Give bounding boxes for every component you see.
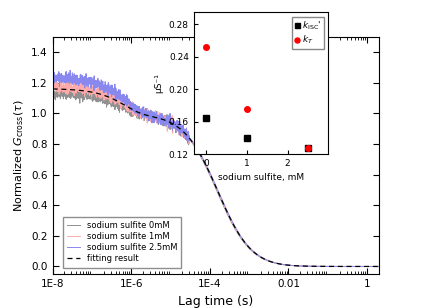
Line: $k_T$: $k_T$ — [203, 44, 311, 150]
sodium sulfite 2.5mM — [68, 68, 73, 72]
fitting result — [175, 125, 180, 129]
sodium sulfite 1mM — [335, 265, 340, 268]
sodium sulfite 2.5mM — [370, 265, 375, 268]
$k_{\rm ISC}$' — [203, 116, 208, 120]
fitting result — [87, 90, 92, 94]
fitting result — [376, 265, 381, 268]
$k_{\rm ISC}$' — [244, 136, 249, 140]
sodium sulfite 2.5mM — [376, 265, 381, 268]
X-axis label: Lag time (s): Lag time (s) — [178, 294, 253, 307]
sodium sulfite 2.5mM — [50, 75, 55, 79]
sodium sulfite 2.5mM — [189, 139, 195, 143]
Line: sodium sulfite 0mM: sodium sulfite 0mM — [53, 87, 379, 266]
Y-axis label: Normalized $G_{\rm cross}(\tau)$: Normalized $G_{\rm cross}(\tau)$ — [12, 99, 26, 212]
sodium sulfite 1mM — [52, 77, 57, 81]
sodium sulfite 0mM — [61, 85, 67, 89]
$k_T$ — [306, 146, 311, 149]
Line: $k_{\rm ISC}$': $k_{\rm ISC}$' — [203, 115, 311, 151]
sodium sulfite 0mM — [175, 129, 180, 132]
$k_T$ — [244, 107, 249, 111]
sodium sulfite 0mM — [376, 265, 381, 268]
Line: sodium sulfite 2.5mM: sodium sulfite 2.5mM — [53, 70, 379, 266]
X-axis label: sodium sulfite, mM: sodium sulfite, mM — [218, 173, 304, 182]
fitting result — [189, 140, 195, 143]
$k_{\rm ISC}$' — [306, 147, 311, 150]
sodium sulfite 2.5mM — [175, 126, 180, 129]
Line: fitting result: fitting result — [53, 89, 379, 266]
fitting result — [50, 87, 55, 91]
Legend: sodium sulfite 0mM, sodium sulfite 1mM, sodium sulfite 2.5mM, fitting result: sodium sulfite 0mM, sodium sulfite 1mM, … — [63, 217, 181, 268]
sodium sulfite 1mM — [376, 265, 381, 268]
sodium sulfite 2.5mM — [107, 87, 112, 91]
sodium sulfite 1mM — [189, 140, 195, 144]
Line: sodium sulfite 1mM: sodium sulfite 1mM — [53, 79, 379, 266]
Y-axis label: μS⁻¹: μS⁻¹ — [154, 73, 163, 93]
sodium sulfite 1mM — [370, 265, 375, 268]
sodium sulfite 0mM — [50, 91, 55, 95]
sodium sulfite 0mM — [88, 94, 93, 98]
sodium sulfite 1mM — [88, 93, 93, 96]
sodium sulfite 1mM — [175, 124, 180, 127]
sodium sulfite 0mM — [107, 101, 112, 104]
Legend: $k_{\rm ISC}$', $k_T$: $k_{\rm ISC}$', $k_T$ — [292, 17, 324, 49]
sodium sulfite 2.5mM — [88, 75, 93, 79]
sodium sulfite 0mM — [335, 265, 340, 268]
$k_T$ — [203, 45, 208, 49]
sodium sulfite 2.5mM — [335, 265, 340, 268]
fitting result — [370, 265, 375, 268]
fitting result — [335, 265, 340, 268]
sodium sulfite 1mM — [107, 98, 112, 102]
sodium sulfite 1mM — [50, 79, 55, 83]
fitting result — [107, 95, 112, 99]
sodium sulfite 0mM — [189, 141, 195, 144]
sodium sulfite 0mM — [370, 265, 375, 268]
